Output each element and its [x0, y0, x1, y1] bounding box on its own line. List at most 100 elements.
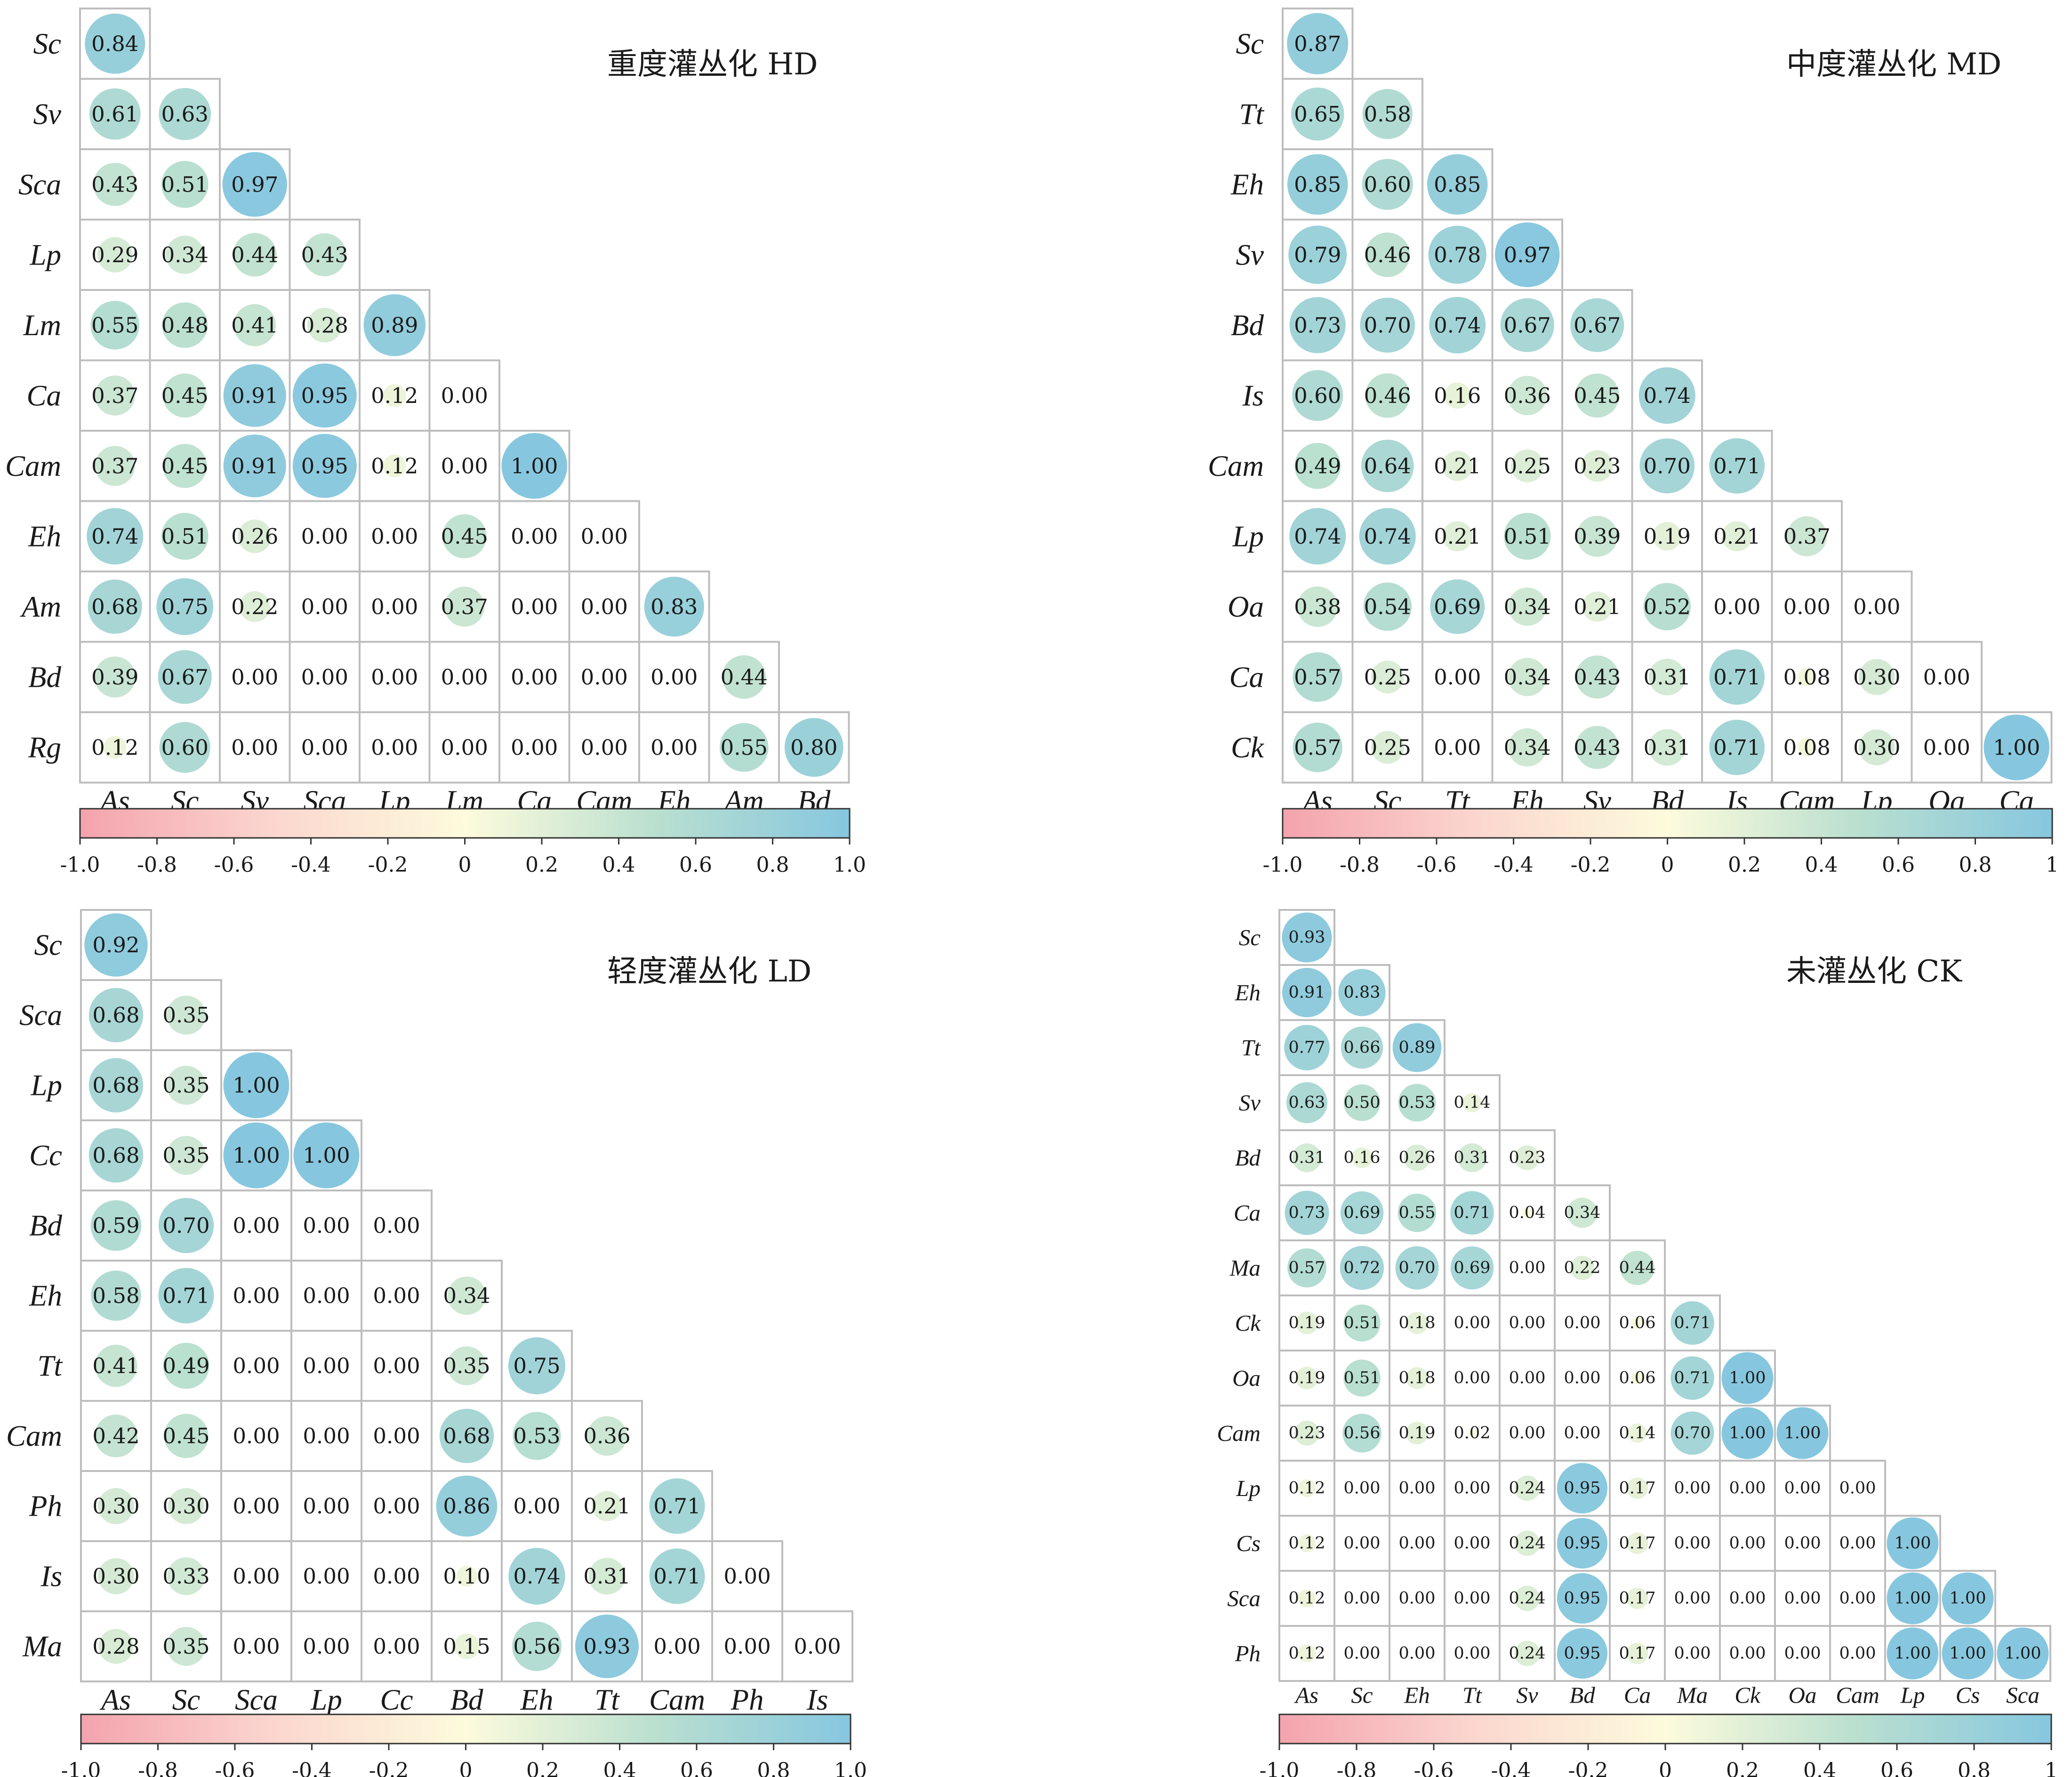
- heatmap-cell: 0.23: [1561, 430, 1633, 502]
- cell-border: [568, 571, 640, 643]
- row-label: Cs: [1236, 1530, 1261, 1556]
- heatmap-cell: 0.22: [219, 571, 291, 643]
- cell-value: 0.08: [1783, 735, 1831, 760]
- cell-value: 0.00: [1454, 1369, 1491, 1388]
- correlation-circle: [1289, 508, 1346, 565]
- cell-value: 0.46: [1364, 383, 1411, 408]
- heatmap-cell: 0.00: [1444, 1350, 1501, 1407]
- heatmap-cell: 0.35: [150, 1119, 222, 1191]
- correlation-circle: [1397, 1193, 1437, 1232]
- correlation-circle: [1709, 719, 1765, 775]
- correlation-circle: [1295, 1367, 1318, 1390]
- cell-value: 0.30: [1853, 665, 1900, 690]
- cell-value: 0.68: [443, 1423, 490, 1448]
- heatmap-cell: 0.00: [1333, 1570, 1390, 1627]
- correlation-circle: [1285, 1190, 1329, 1235]
- correlation-circle: [95, 446, 135, 486]
- heatmap-cell: 0.00: [1771, 571, 1843, 643]
- heatmap-cell: 0.12: [1278, 1570, 1335, 1627]
- correlation-circle: [1288, 225, 1347, 284]
- heatmap-cell: 0.23: [1278, 1405, 1335, 1462]
- row-label: Cc: [29, 1139, 62, 1172]
- correlation-circle: [1709, 649, 1765, 705]
- cell-value: 0.45: [1574, 383, 1621, 408]
- cell-value: 0.00: [233, 1423, 280, 1448]
- heatmap-cell: 0.51: [149, 500, 221, 572]
- cell-value: 0.12: [91, 735, 138, 760]
- cell-value: 0.57: [1294, 735, 1341, 760]
- heatmap-cell: 0.91: [219, 430, 291, 502]
- cell-value: 0.84: [91, 31, 138, 56]
- cell-value: 0.00: [301, 735, 348, 760]
- heatmap-cell: 0.00: [290, 1610, 362, 1682]
- correlation-circle: [1557, 1573, 1608, 1624]
- cell-value: 0.48: [161, 313, 209, 338]
- colorbar: [1282, 808, 2053, 839]
- correlation-circle: [164, 1414, 209, 1458]
- colorbar-tick-label: 1: [2046, 853, 2059, 877]
- cell-value: 0.67: [1574, 313, 1621, 338]
- heatmap-cell: 0.00: [1389, 1515, 1446, 1572]
- cell-value: 0.24: [1509, 1644, 1546, 1663]
- heatmap-cell: 0.26: [219, 500, 291, 572]
- cell-value: 0.00: [1839, 1589, 1876, 1608]
- correlation-circle: [1670, 1301, 1714, 1345]
- heatmap-cell: 0.18: [1389, 1350, 1446, 1407]
- cell-value: 0.06: [1619, 1369, 1656, 1388]
- heatmap-cell: 0.95: [289, 359, 361, 432]
- correlation-circle: [1291, 87, 1344, 141]
- heatmap-cell: 0.53: [501, 1400, 573, 1472]
- cell-value: 0.75: [161, 594, 209, 619]
- correlation-circle: [1557, 1628, 1608, 1679]
- row-label: Eh: [1235, 980, 1261, 1005]
- cell-value: 0.58: [1364, 102, 1411, 127]
- heatmap-cell: 0.95: [289, 430, 361, 502]
- heatmap-cell: 0.50: [1333, 1074, 1390, 1131]
- heatmap-cell: 0.00: [641, 1610, 713, 1682]
- row-label: Eh: [29, 1279, 62, 1312]
- cell-value: 0.00: [1344, 1479, 1381, 1498]
- cell-border: [219, 711, 291, 784]
- cell-value: 1.00: [2005, 1644, 2041, 1663]
- heatmap-cell: 0.00: [361, 1330, 433, 1402]
- cell-value: 0.36: [583, 1423, 630, 1448]
- cell-value: 0.55: [91, 313, 138, 338]
- heatmap-cell: 0.12: [79, 711, 151, 784]
- cell-value: 0.30: [1853, 735, 1900, 760]
- correlation-circle: [98, 1629, 134, 1664]
- cell-border: [501, 1470, 573, 1542]
- col-label: Ca: [1624, 1682, 1651, 1708]
- cell-value: 0.00: [301, 665, 348, 690]
- cell-value: 0.43: [1574, 665, 1621, 690]
- heatmap-cell: 0.00: [1664, 1570, 1721, 1627]
- cell-value: 0.70: [1674, 1424, 1711, 1443]
- colorbar-tick-label: -0.8: [1337, 1759, 1377, 1777]
- cell-value: 0.71: [1713, 453, 1760, 478]
- cell-value: 0.57: [1294, 665, 1341, 690]
- heatmap-cell: 0.92: [80, 909, 152, 981]
- cell-value: 0.61: [91, 102, 138, 127]
- heatmap-cell: 0.00: [711, 1610, 783, 1682]
- heatmap-cell: 0.00: [1774, 1460, 1831, 1517]
- heatmap-cell: 0.30: [1841, 711, 1913, 784]
- cell-value: 0.22: [231, 594, 278, 619]
- correlation-circle: [1427, 154, 1488, 215]
- heatmap-cell: 0.70: [150, 1190, 222, 1262]
- heatmap-cell: 0.71: [1444, 1184, 1501, 1241]
- correlation-circle: [95, 1344, 137, 1387]
- heatmap-cell: 0.42: [80, 1400, 152, 1472]
- cell-value: 0.95: [1564, 1479, 1601, 1498]
- correlation-circle: [1638, 367, 1695, 424]
- correlation-circle: [1287, 154, 1348, 215]
- cell-value: 0.73: [1294, 313, 1341, 338]
- cell-value: 0.56: [1344, 1424, 1381, 1443]
- cell-value: 0.00: [1344, 1644, 1381, 1663]
- cell-border: [1841, 571, 1913, 643]
- correlation-circle: [1343, 1359, 1381, 1397]
- heatmap-cell: 0.00: [1554, 1405, 1611, 1462]
- heatmap-cell: 0.45: [149, 430, 221, 502]
- heatmap-cell: 0.86: [431, 1470, 503, 1542]
- cell-border: [220, 1610, 292, 1682]
- col-label: Eh: [1404, 1682, 1430, 1708]
- cell-border: [568, 641, 640, 713]
